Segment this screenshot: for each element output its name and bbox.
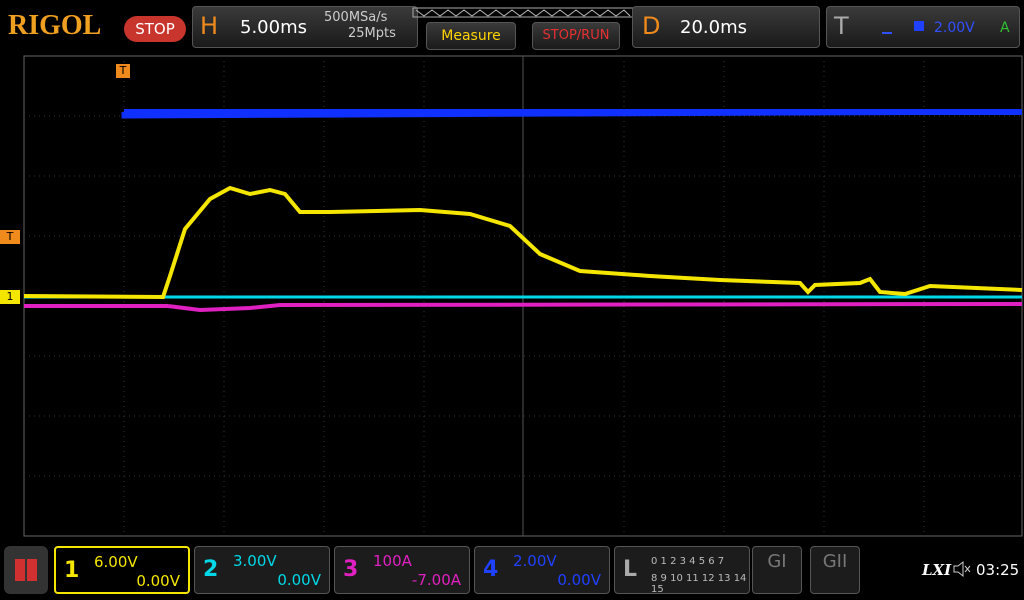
- trigger-level-marker: T: [0, 230, 20, 244]
- delay-value: 20.0ms: [680, 17, 747, 38]
- speaker-icon[interactable]: [952, 560, 972, 578]
- stop-run-button[interactable]: STOP/RUN: [532, 22, 620, 50]
- timebase: 5.00ms: [240, 17, 307, 38]
- channel-scale: 3.00V: [233, 552, 277, 570]
- channel-scale: 100A: [373, 552, 412, 570]
- channel-number: 3: [343, 557, 359, 582]
- edge-icon: [882, 20, 892, 34]
- channel-3-panel[interactable]: 3 100A -7.00A: [334, 546, 470, 594]
- channel-offset: 0.00V: [557, 571, 601, 589]
- channel-offset: 0.00V: [277, 571, 321, 589]
- channel-2-panel[interactable]: 2 3.00V 0.00V: [194, 546, 330, 594]
- logic-row: 8 9 10 11 12 13 14 15: [651, 573, 747, 595]
- clock: 03:25: [976, 561, 1020, 579]
- channel1-marker: 1: [0, 290, 20, 304]
- logic-row: 0 1 2 3 4 5 6 7: [651, 556, 725, 567]
- generator-label: GII: [822, 551, 848, 572]
- channel-scale: 6.00V: [94, 553, 138, 571]
- menu-icon: [15, 559, 37, 581]
- channel-scale: 2.00V: [513, 552, 557, 570]
- brand: RIGOL: [8, 10, 102, 41]
- source-icon: [914, 21, 924, 31]
- channel-1-panel[interactable]: 1 6.00V 0.00V: [54, 546, 190, 594]
- horizontal-label: H: [200, 12, 219, 40]
- horizontal-panel[interactable]: [192, 6, 418, 48]
- logic-label: L: [623, 557, 638, 582]
- trigger-level: 2.00V: [934, 20, 975, 36]
- delay-panel[interactable]: [632, 6, 820, 48]
- generator-label: GI: [767, 551, 787, 572]
- generator-2[interactable]: GII: [810, 546, 860, 594]
- measure-button[interactable]: Measure: [426, 22, 516, 50]
- channel-number: 2: [203, 557, 219, 582]
- logic-panel[interactable]: L 0 1 2 3 4 5 6 7 8 9 10 11 12 13 14 15: [614, 546, 750, 595]
- channel-offset: -7.00A: [411, 571, 461, 589]
- lxi-logo: LXI: [922, 561, 952, 579]
- menu-button[interactable]: [4, 546, 48, 594]
- memory-depth: 25Mpts: [348, 26, 396, 41]
- channel-4-panel[interactable]: 4 2.00V 0.00V: [474, 546, 610, 594]
- trigger-label: T: [834, 12, 849, 40]
- channel-offset: 0.00V: [136, 572, 180, 590]
- generator-1[interactable]: GI: [752, 546, 802, 594]
- channel-number: 1: [64, 558, 80, 583]
- trigger-mode: A: [1000, 20, 1010, 36]
- sample-rate: 500MSa/s: [324, 10, 388, 25]
- waveform-area: [23, 55, 1023, 537]
- channel-number: 4: [483, 557, 499, 582]
- trigger-position-marker: T: [116, 64, 130, 78]
- memory-bar: [412, 7, 634, 18]
- run-state[interactable]: STOP: [124, 16, 186, 42]
- delay-label: D: [642, 12, 661, 40]
